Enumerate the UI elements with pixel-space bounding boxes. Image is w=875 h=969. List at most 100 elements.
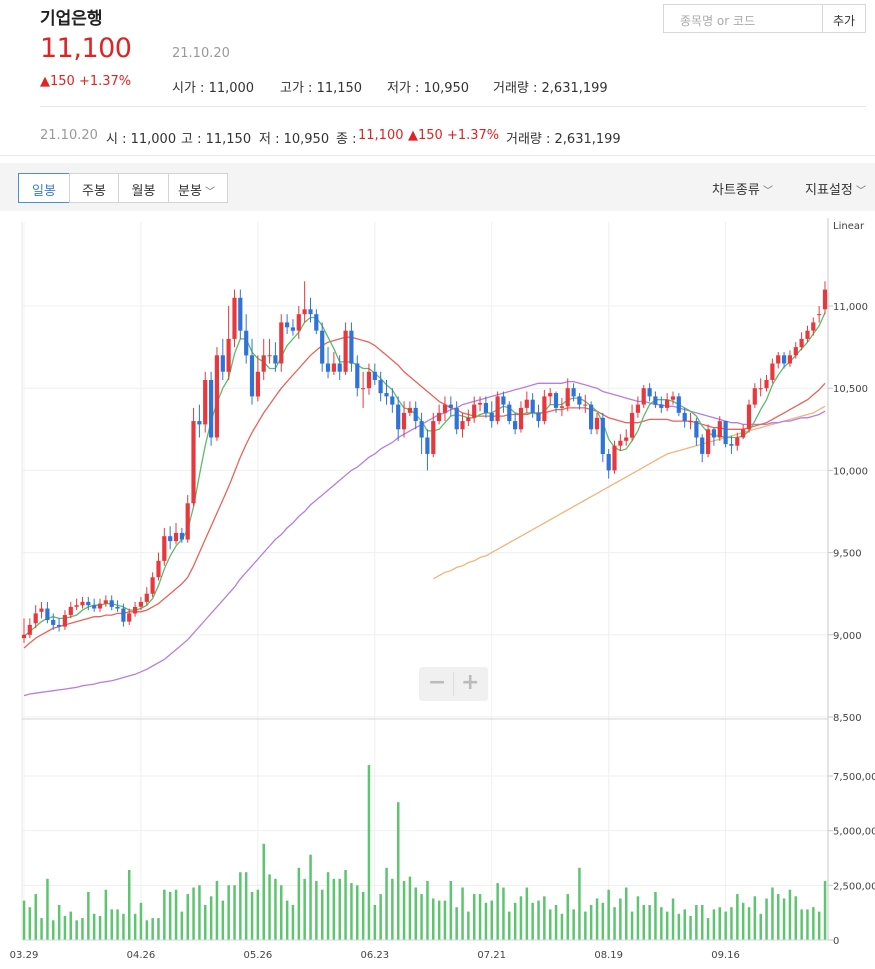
candle-body <box>548 393 553 397</box>
volume-bar <box>753 896 757 940</box>
volume-bar <box>227 885 230 940</box>
volume-bar <box>782 898 786 940</box>
summary-high: 고 : 11,150 <box>181 132 252 147</box>
indicator-label: 지표설정 <box>805 183 853 198</box>
candle-body <box>489 412 494 422</box>
candle-body <box>805 330 810 339</box>
candle-body <box>109 600 114 607</box>
indicator-menu[interactable]: 지표설정 ﹀ <box>805 179 866 198</box>
volume-bar <box>28 907 32 940</box>
volume-bar <box>379 894 382 940</box>
candle-body <box>173 532 179 542</box>
candle-body <box>191 421 196 504</box>
volume-bar <box>794 896 797 940</box>
zoom-divider <box>453 672 454 696</box>
volume-bar <box>531 902 534 940</box>
tab-daily[interactable]: 일봉 <box>18 173 70 203</box>
volume-bar <box>145 920 149 940</box>
candle-body <box>501 396 506 405</box>
candle-body <box>706 429 711 454</box>
volume-bar <box>671 898 675 940</box>
candle-body <box>612 445 617 471</box>
candle-body <box>396 404 401 430</box>
candle-body <box>103 600 108 604</box>
candle-body <box>279 322 284 364</box>
volume-bar <box>303 878 306 940</box>
volume-bar <box>98 915 102 940</box>
candle-body <box>758 388 763 390</box>
candle-body <box>536 412 541 422</box>
tab-minute[interactable]: 분봉 ﹀ <box>168 173 228 203</box>
candle-body <box>752 388 757 405</box>
tab-weekly[interactable]: 주봉 <box>69 173 119 203</box>
candle-body <box>653 396 658 405</box>
volume-bar <box>677 913 681 940</box>
volume-bar <box>695 905 698 940</box>
candle-body <box>238 297 243 331</box>
candle-body <box>647 388 652 397</box>
add-button[interactable]: 추가 <box>822 4 866 33</box>
candle-body <box>168 536 173 542</box>
price-tick-label: 8,500 <box>833 713 862 724</box>
volume-bar <box>63 915 67 940</box>
volume-bar <box>701 905 704 940</box>
candle-body <box>197 421 202 425</box>
volume-bar <box>180 911 184 940</box>
candle-body <box>688 421 693 423</box>
candle-body <box>659 404 664 408</box>
candle-body <box>425 437 430 454</box>
candle-body <box>220 355 225 372</box>
zoom-out-button[interactable]: − <box>428 670 447 695</box>
volume-bar <box>215 881 219 940</box>
candle-body <box>290 327 295 331</box>
volume-bar <box>256 889 260 940</box>
candle-body <box>45 608 50 620</box>
candle-body <box>179 532 184 540</box>
summary-close: 11,100 <box>358 128 404 143</box>
volume-bar <box>268 874 271 940</box>
volume-bar <box>151 918 154 940</box>
chart-type-menu[interactable]: 차트종류 ﹀ <box>712 179 773 198</box>
volume-bar <box>554 905 558 940</box>
price-tick-label: 11,000 <box>833 302 868 313</box>
volume-bar <box>274 878 277 940</box>
volume-bar <box>613 907 616 940</box>
volume-bar <box>513 902 517 940</box>
volume-bar <box>519 896 523 940</box>
volume-bar <box>607 889 610 940</box>
candle-body <box>97 603 103 609</box>
candlesticks <box>21 281 828 644</box>
volume-bar <box>765 898 768 940</box>
chevron-down-icon: ﹀ <box>759 186 774 197</box>
candle-body <box>729 444 734 446</box>
volume-bar <box>812 907 815 940</box>
candle-body <box>39 608 44 612</box>
time-tick-label: 07.21 <box>477 950 506 961</box>
volume-bar <box>285 900 289 940</box>
candle-body <box>787 355 792 364</box>
volume-bar <box>718 907 721 940</box>
candle-body <box>372 371 377 380</box>
volume-bar <box>186 894 189 940</box>
high-price: 고가 : 11,150 <box>280 81 363 96</box>
volume-bar <box>432 898 435 940</box>
volume-bar <box>800 909 803 940</box>
candle-body <box>27 624 32 635</box>
candle-body <box>782 355 787 364</box>
candle-body <box>33 613 38 624</box>
candle-body <box>624 437 629 441</box>
volume-bar <box>309 854 312 940</box>
candle-body <box>741 429 746 438</box>
candle-body <box>144 593 149 602</box>
candle-body <box>571 388 576 397</box>
volume-bar <box>473 894 476 940</box>
volume-tick-label: 7,500,000 <box>833 772 875 783</box>
candle-body <box>507 404 512 421</box>
price-change: ▲150 +1.37% <box>40 74 132 89</box>
candle-body <box>302 309 307 315</box>
zoom-in-button[interactable]: + <box>461 670 480 695</box>
volume-bar <box>122 913 125 940</box>
volume-bar <box>174 889 178 940</box>
volume-bar <box>244 872 248 940</box>
